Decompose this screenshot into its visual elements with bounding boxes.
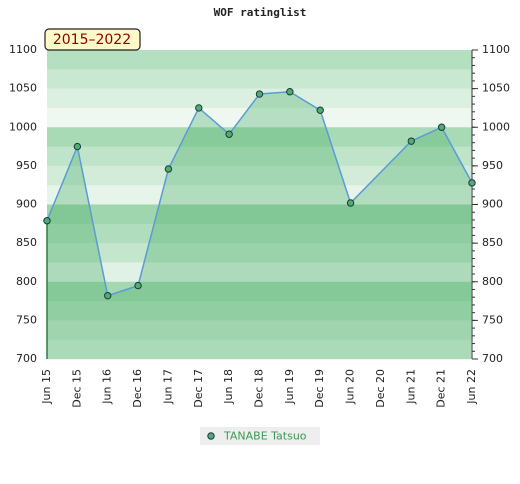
y2-tick-label: 950	[482, 159, 503, 172]
marker	[134, 281, 142, 290]
y2-tick-label: 900	[482, 198, 503, 211]
x-tick-label: Dec 15	[70, 369, 83, 408]
y-tick-label: 900	[16, 198, 37, 211]
y-tick-label: 950	[16, 159, 37, 172]
background-band	[47, 69, 472, 90]
marker	[195, 104, 203, 112]
background-band	[47, 127, 472, 148]
x-tick-label: Jun 15	[40, 369, 53, 405]
y2-tick-label: 700	[482, 352, 503, 365]
background-band	[47, 88, 472, 109]
x-tick-label: Dec 18	[253, 369, 266, 408]
marker	[316, 106, 324, 114]
marker	[104, 291, 112, 300]
x-tick-label: Jun 21	[404, 369, 417, 405]
y2-tick-label: 1050	[482, 82, 510, 95]
y2-tick-label: 1100	[482, 43, 510, 56]
background-band	[47, 165, 472, 186]
legend-label: TANABE Tatsuo	[223, 430, 307, 443]
badge-box	[44, 28, 141, 51]
x-tick-label: Jun 17	[161, 369, 174, 405]
badge: 2015–2022	[53, 32, 131, 48]
marker	[164, 165, 173, 173]
area	[47, 91, 472, 359]
marker	[255, 90, 264, 98]
y-tick-label: 1100	[9, 43, 37, 56]
background-band	[47, 262, 472, 283]
x-tick-label: Dec 17	[192, 369, 205, 408]
x-tick-label: Dec 16	[131, 369, 144, 408]
y2-tick-label: 1000	[482, 120, 510, 133]
marker	[286, 88, 294, 96]
x-tick-label: Jun 20	[344, 369, 357, 405]
background-band	[47, 204, 472, 225]
background-band	[47, 281, 472, 302]
y-tick-label: 750	[16, 313, 37, 326]
line	[46, 90, 473, 297]
background-band	[47, 301, 472, 321]
x-tick-label: Jun 19	[283, 369, 296, 405]
x-tick-label: Jun 22	[465, 369, 478, 405]
y-tick-label: 700	[16, 352, 37, 365]
marker	[225, 130, 233, 138]
marker	[407, 137, 415, 145]
background-band	[47, 243, 472, 263]
y2-tick-label: 800	[482, 275, 503, 288]
marker	[73, 142, 82, 151]
marker	[43, 217, 51, 225]
y2-tick-label: 850	[482, 236, 503, 249]
background-band	[47, 320, 472, 341]
chart-title: WOF ratinglist	[214, 6, 307, 19]
x-tick-label: Dec 19	[313, 369, 326, 408]
y-tick-label: 850	[16, 236, 37, 249]
y2-tick-label: 750	[482, 313, 503, 326]
background-band	[47, 185, 472, 205]
x-tick-label: Dec 20	[374, 369, 387, 408]
background-band	[47, 146, 472, 167]
x-tick-label: Dec 21	[435, 369, 448, 408]
x-tick-label: Jun 18	[222, 369, 235, 405]
legend-box	[200, 427, 320, 445]
legend-marker	[207, 432, 215, 440]
background-band	[47, 339, 472, 360]
background-band	[47, 107, 472, 128]
marker	[437, 123, 446, 131]
y-tick-label: 1000	[9, 120, 37, 133]
y-tick-label: 800	[16, 275, 37, 288]
y-tick-label: 1050	[9, 82, 37, 95]
x-tick-label: Jun 16	[101, 369, 114, 405]
background-band	[47, 50, 472, 70]
marker	[346, 199, 355, 207]
marker	[468, 179, 476, 187]
